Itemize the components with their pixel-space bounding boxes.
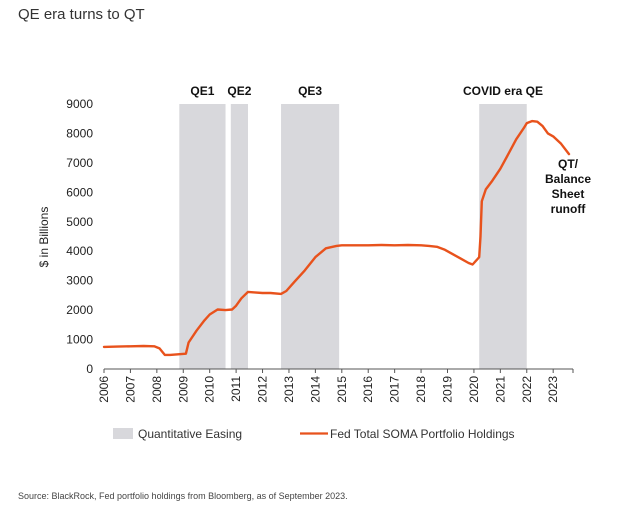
- y-axis: 0 1000 2000 3000 4000 5000 6000 7000 8000 9000: [66, 97, 93, 376]
- legend: Quantitative Easing Fed Total SOMA Portf…: [113, 427, 515, 441]
- y-tick-label-7: 7000: [66, 156, 93, 170]
- legend-shade-label: Quantitative Easing: [138, 427, 242, 441]
- x-tick-label-17: 2023: [546, 376, 560, 403]
- y-tick-label-4: 4000: [66, 244, 93, 258]
- qt-annotation-line-3: runoff: [551, 202, 587, 216]
- x-tick-label-7: 2013: [282, 376, 296, 403]
- y-tick-label-1: 1000: [66, 333, 93, 347]
- x-tick-label-5: 2011: [229, 376, 243, 402]
- x-tick-label-12: 2018: [414, 376, 428, 403]
- qt-annotation-line-2: Sheet: [552, 187, 585, 201]
- x-tick-label-11: 2017: [388, 376, 402, 403]
- x-tick-label-10: 2016: [361, 376, 375, 403]
- y-tick-label-8: 8000: [66, 126, 93, 140]
- y-axis-label: $ in Billions: [37, 207, 51, 268]
- y-tick-label-6: 6000: [66, 185, 93, 199]
- legend-shade-swatch: [113, 428, 133, 439]
- x-tick-label-16: 2022: [520, 376, 534, 403]
- x-tick-label-13: 2019: [440, 376, 454, 403]
- y-tick-label-5: 5000: [66, 215, 93, 229]
- x-tick-label-0: 2006: [97, 376, 111, 403]
- x-tick-label-15: 2021: [493, 376, 507, 403]
- qt-annotation-line-0: QT/: [558, 157, 579, 171]
- series-layer: [102, 119, 571, 357]
- y-tick-label-0: 0: [86, 362, 93, 376]
- y-tick-label-2: 2000: [66, 303, 93, 317]
- qe-period-label-3: COVID era QE: [463, 84, 543, 98]
- shaded-period-labels: QE1 QE2 QE3 COVID era QE: [190, 84, 543, 98]
- qe-period-0: [179, 104, 226, 369]
- x-tick-label-9: 2015: [335, 376, 349, 403]
- x-tick-label-1: 2007: [123, 376, 137, 403]
- qe-period-label-0: QE1: [190, 84, 214, 98]
- x-tick-label-8: 2014: [308, 376, 322, 403]
- y-tick-label-3: 3000: [66, 274, 93, 288]
- qe-period-2: [281, 104, 340, 369]
- source-note: Source: BlackRock, Fed portfolio holding…: [18, 491, 348, 501]
- qe-period-label-1: QE2: [227, 84, 251, 98]
- x-tick-label-2: 2008: [150, 376, 164, 403]
- series-line-0: [102, 119, 571, 357]
- qe-period-1: [230, 104, 249, 369]
- qe-period-label-2: QE3: [298, 84, 322, 98]
- x-tick-label-6: 2012: [256, 376, 270, 403]
- x-tick-label-14: 2020: [467, 376, 481, 403]
- x-tick-label-3: 2009: [176, 376, 190, 403]
- legend-line-label: Fed Total SOMA Portfolio Holdings: [330, 427, 515, 441]
- y-tick-label-9: 9000: [66, 97, 93, 111]
- qe-period-3: [479, 104, 527, 369]
- x-axis: 2006 2007 2008 2009 2010 2011 2012 2013 2014 2015…: [97, 368, 574, 403]
- shaded-periods: [179, 104, 527, 369]
- chart-title: QE era turns to QT: [18, 6, 145, 23]
- qt-annotation-line-1: Balance: [545, 172, 591, 186]
- x-tick-label-4: 2010: [203, 376, 217, 403]
